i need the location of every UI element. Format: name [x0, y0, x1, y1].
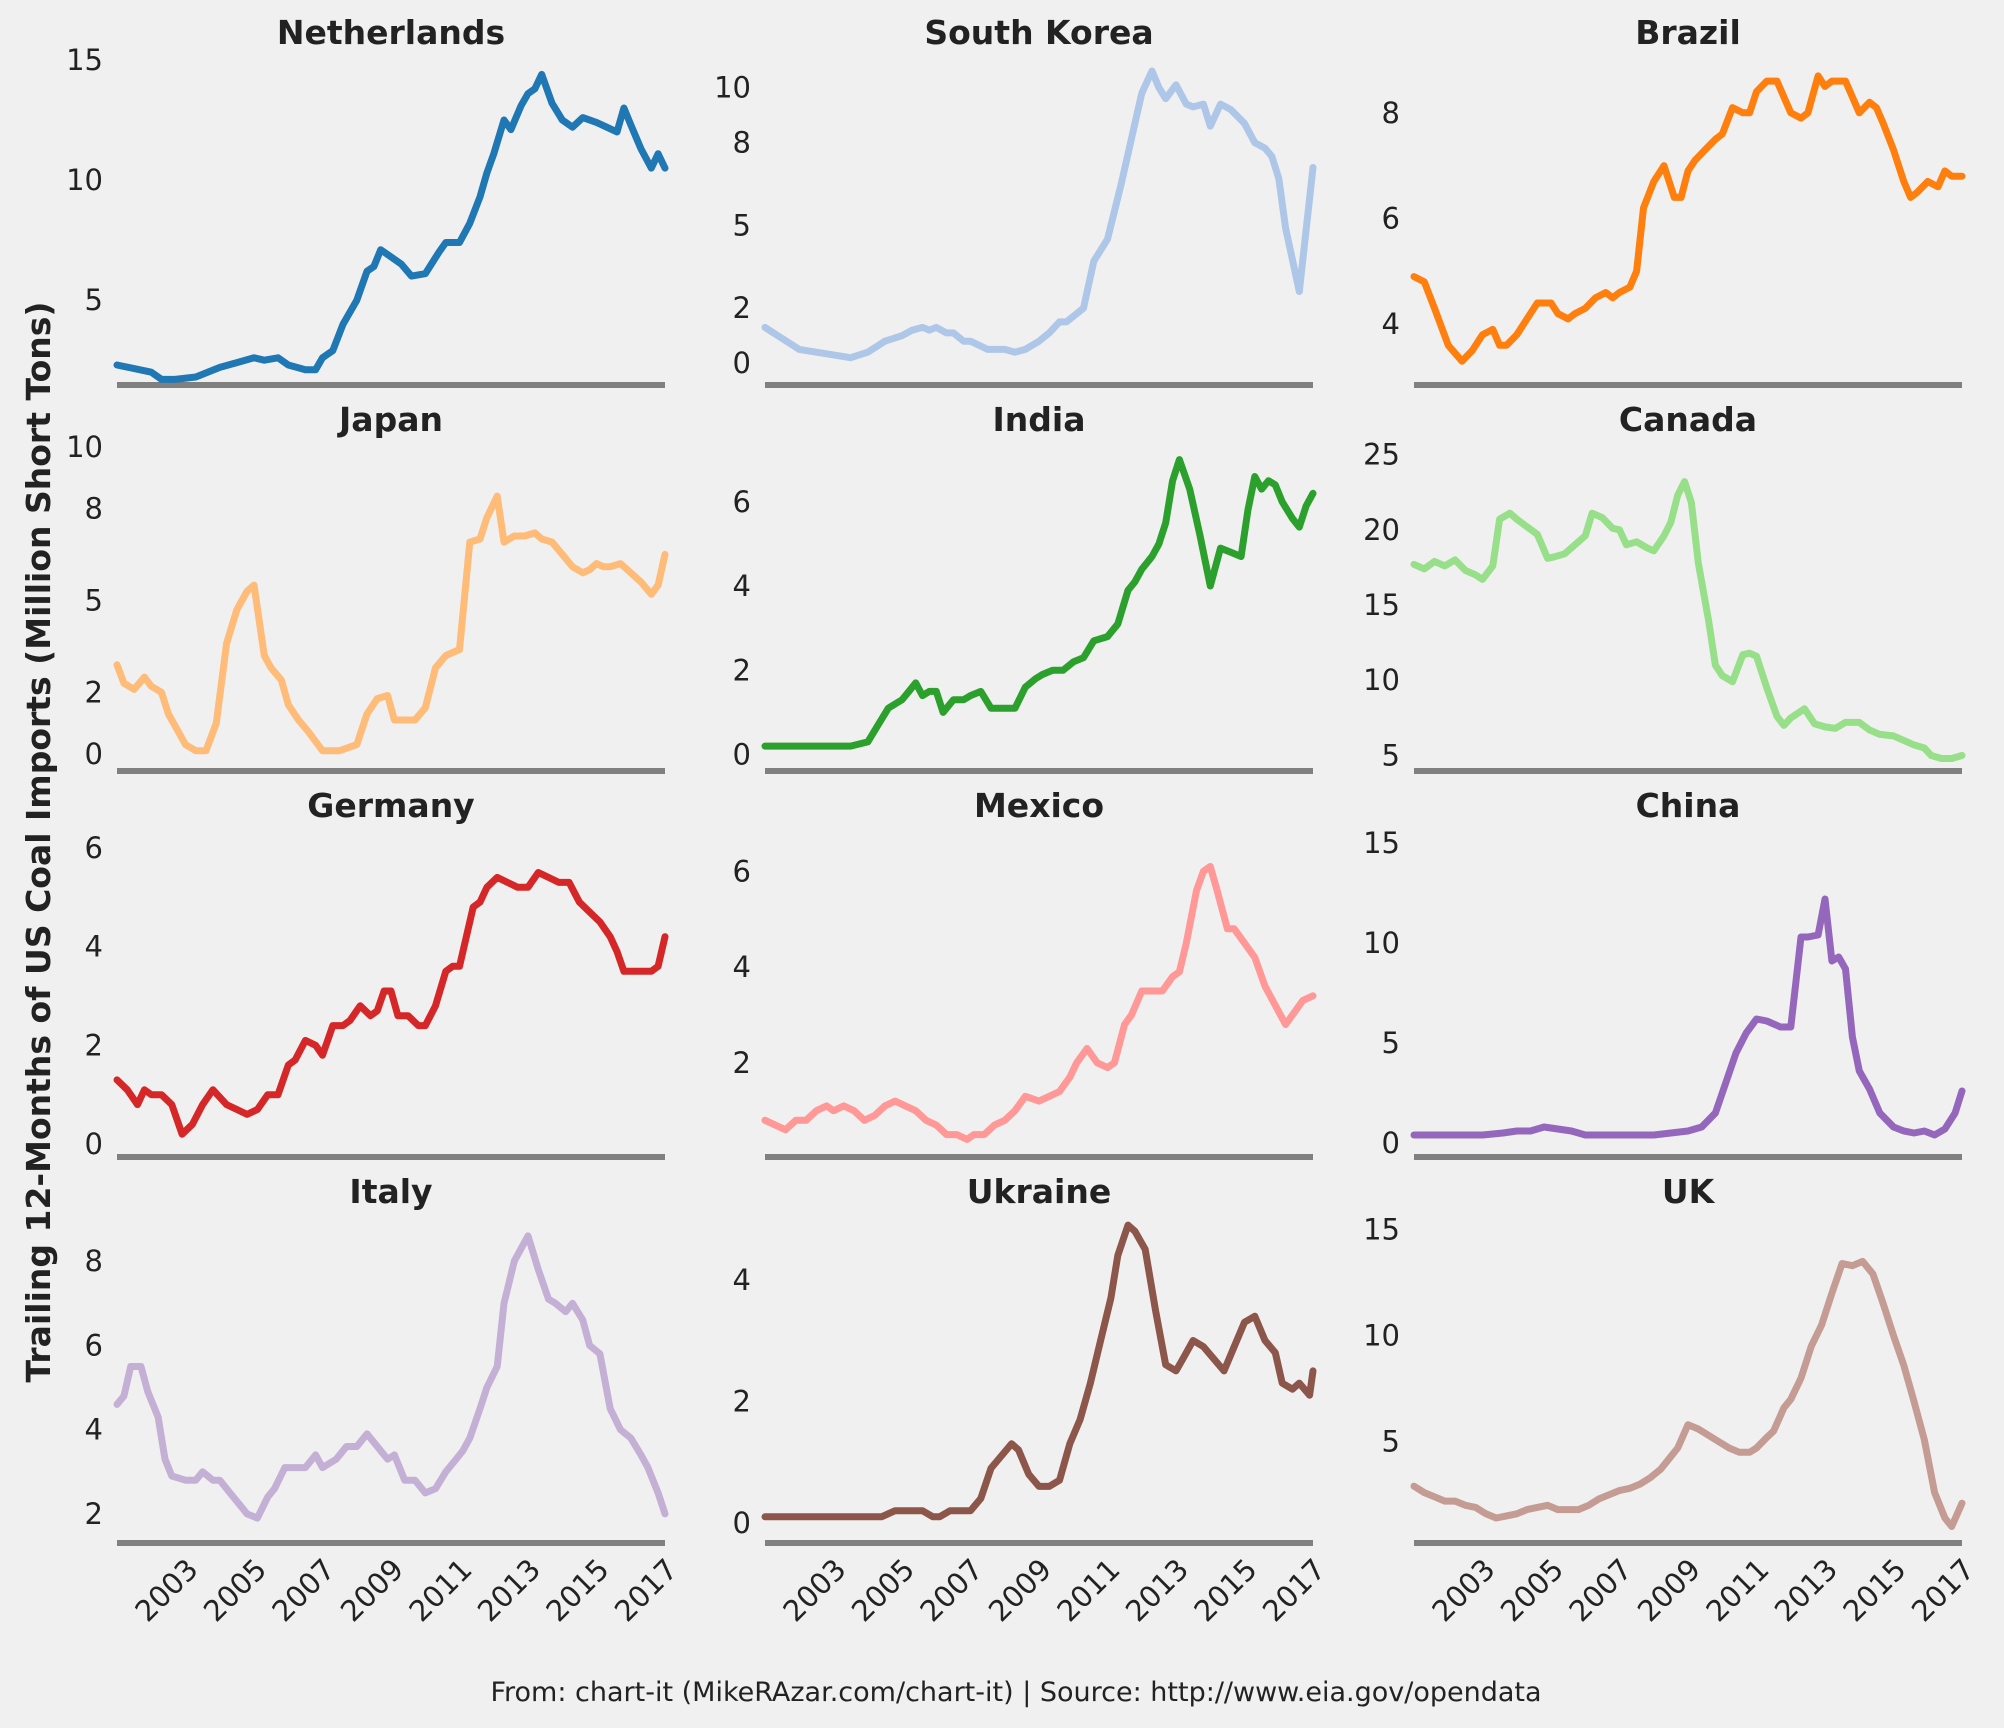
- y-tick-label-south-korea: 2: [733, 291, 751, 325]
- series-line-ukraine: [761, 1221, 1317, 1521]
- y-tick-label-india: 6: [733, 485, 751, 519]
- series-line-uk: [1410, 1257, 1966, 1530]
- y-tick-label-south-korea: 10: [714, 71, 751, 105]
- panel-india: India 0 2 4 6: [733, 400, 1317, 774]
- y-tick-label-china: 10: [1363, 926, 1400, 960]
- panel-title-uk: UK: [1662, 1172, 1716, 1211]
- series-line-india: [761, 456, 1317, 750]
- panel-title-japan: Japan: [337, 400, 443, 439]
- series-line-netherlands: [113, 70, 669, 383]
- series-line-brazil: [1410, 72, 1966, 365]
- y-tick-label-italy: 6: [85, 1328, 103, 1362]
- panel-title-brazil: Brazil: [1635, 13, 1741, 52]
- y-tick-label-china: 5: [1382, 1026, 1400, 1060]
- series-line-canada: [1410, 478, 1966, 762]
- panel-title-south-korea: South Korea: [924, 13, 1153, 52]
- y-tick-label-canada: 5: [1382, 738, 1400, 772]
- y-tick-label-canada: 15: [1363, 588, 1400, 622]
- series-line-mexico: [761, 863, 1317, 1143]
- y-tick-label-italy: 8: [85, 1244, 103, 1278]
- panel-title-ukraine: Ukraine: [967, 1172, 1111, 1211]
- y-tick-label-india: 2: [733, 653, 751, 687]
- panel-title-germany: Germany: [307, 786, 474, 825]
- panel-title-italy: Italy: [349, 1172, 432, 1211]
- series-line-italy: [113, 1232, 669, 1522]
- y-tick-label-south-korea: 5: [733, 208, 751, 242]
- y-tick-label-ukraine: 2: [733, 1384, 751, 1418]
- y-tick-label-ukraine: 4: [733, 1263, 751, 1297]
- y-tick-label-india: 0: [733, 738, 751, 772]
- panel-china: China 0 5 10 15: [1363, 786, 1966, 1160]
- y-tick-label-germany: 2: [85, 1028, 103, 1062]
- panel-germany: Germany 0 2 4 6: [85, 786, 669, 1161]
- source-footer: From: chart-it (MikeRAzar.com/chart-it) …: [490, 1677, 1541, 1708]
- series-line-china: [1410, 895, 1966, 1139]
- y-tick-label-south-korea: 8: [733, 126, 751, 160]
- y-tick-label-mexico: 2: [733, 1046, 751, 1080]
- y-tick-label-brazil: 6: [1382, 202, 1400, 236]
- panel-title-india: India: [993, 400, 1086, 439]
- y-tick-label-netherlands: 5: [85, 283, 103, 317]
- series-line-south-korea: [761, 67, 1317, 362]
- series-line-japan: [113, 492, 669, 755]
- panel-title-netherlands: Netherlands: [277, 13, 505, 52]
- y-tick-label-canada: 20: [1363, 513, 1400, 547]
- panel-title-china: China: [1636, 786, 1741, 825]
- panel-south-korea: South Korea 0 2 5 8 10: [714, 13, 1317, 388]
- y-tick-label-japan: 10: [66, 430, 103, 464]
- y-tick-label-italy: 4: [85, 1413, 103, 1447]
- y-tick-label-mexico: 4: [733, 950, 751, 984]
- panel-netherlands: Netherlands 5 10 15: [66, 13, 669, 388]
- y-tick-label-japan: 8: [85, 491, 103, 525]
- y-tick-label-brazil: 8: [1382, 96, 1400, 130]
- y-tick-label-uk: 5: [1382, 1425, 1400, 1459]
- y-tick-label-netherlands: 15: [66, 43, 103, 77]
- y-tick-label-japan: 0: [85, 737, 103, 771]
- y-tick-label-canada: 25: [1363, 438, 1400, 472]
- y-tick-label-canada: 10: [1363, 663, 1400, 697]
- y-axis-label: Trailing 12-Months of US Coal Imports (M…: [19, 302, 58, 1383]
- y-tick-label-india: 4: [733, 569, 751, 603]
- y-tick-label-china: 15: [1363, 826, 1400, 860]
- y-tick-label-netherlands: 10: [66, 163, 103, 197]
- y-tick-label-germany: 6: [85, 831, 103, 865]
- panel-japan: Japan 0 2 5 8 10: [66, 400, 669, 774]
- y-tick-label-japan: 5: [85, 583, 103, 617]
- y-tick-label-germany: 4: [85, 930, 103, 964]
- y-tick-label-ukraine: 0: [733, 1506, 751, 1540]
- y-tick-label-uk: 10: [1363, 1319, 1400, 1353]
- y-tick-label-uk: 15: [1363, 1213, 1400, 1247]
- series-line-germany: [113, 869, 669, 1138]
- panel-canada: Canada 5 10 15 20 25: [1363, 400, 1966, 774]
- y-tick-label-china: 0: [1382, 1126, 1400, 1160]
- y-tick-label-japan: 2: [85, 675, 103, 709]
- panel-title-mexico: Mexico: [974, 786, 1104, 825]
- y-tick-label-mexico: 6: [733, 854, 751, 888]
- y-tick-label-italy: 2: [85, 1497, 103, 1531]
- y-tick-label-brazil: 4: [1382, 307, 1400, 341]
- panel-brazil: Brazil 4 6 8: [1382, 13, 1966, 388]
- y-tick-label-germany: 0: [85, 1127, 103, 1161]
- panel-mexico: Mexico 2 4 6: [733, 786, 1317, 1160]
- panel-title-canada: Canada: [1619, 400, 1757, 439]
- y-tick-label-south-korea: 0: [733, 346, 751, 380]
